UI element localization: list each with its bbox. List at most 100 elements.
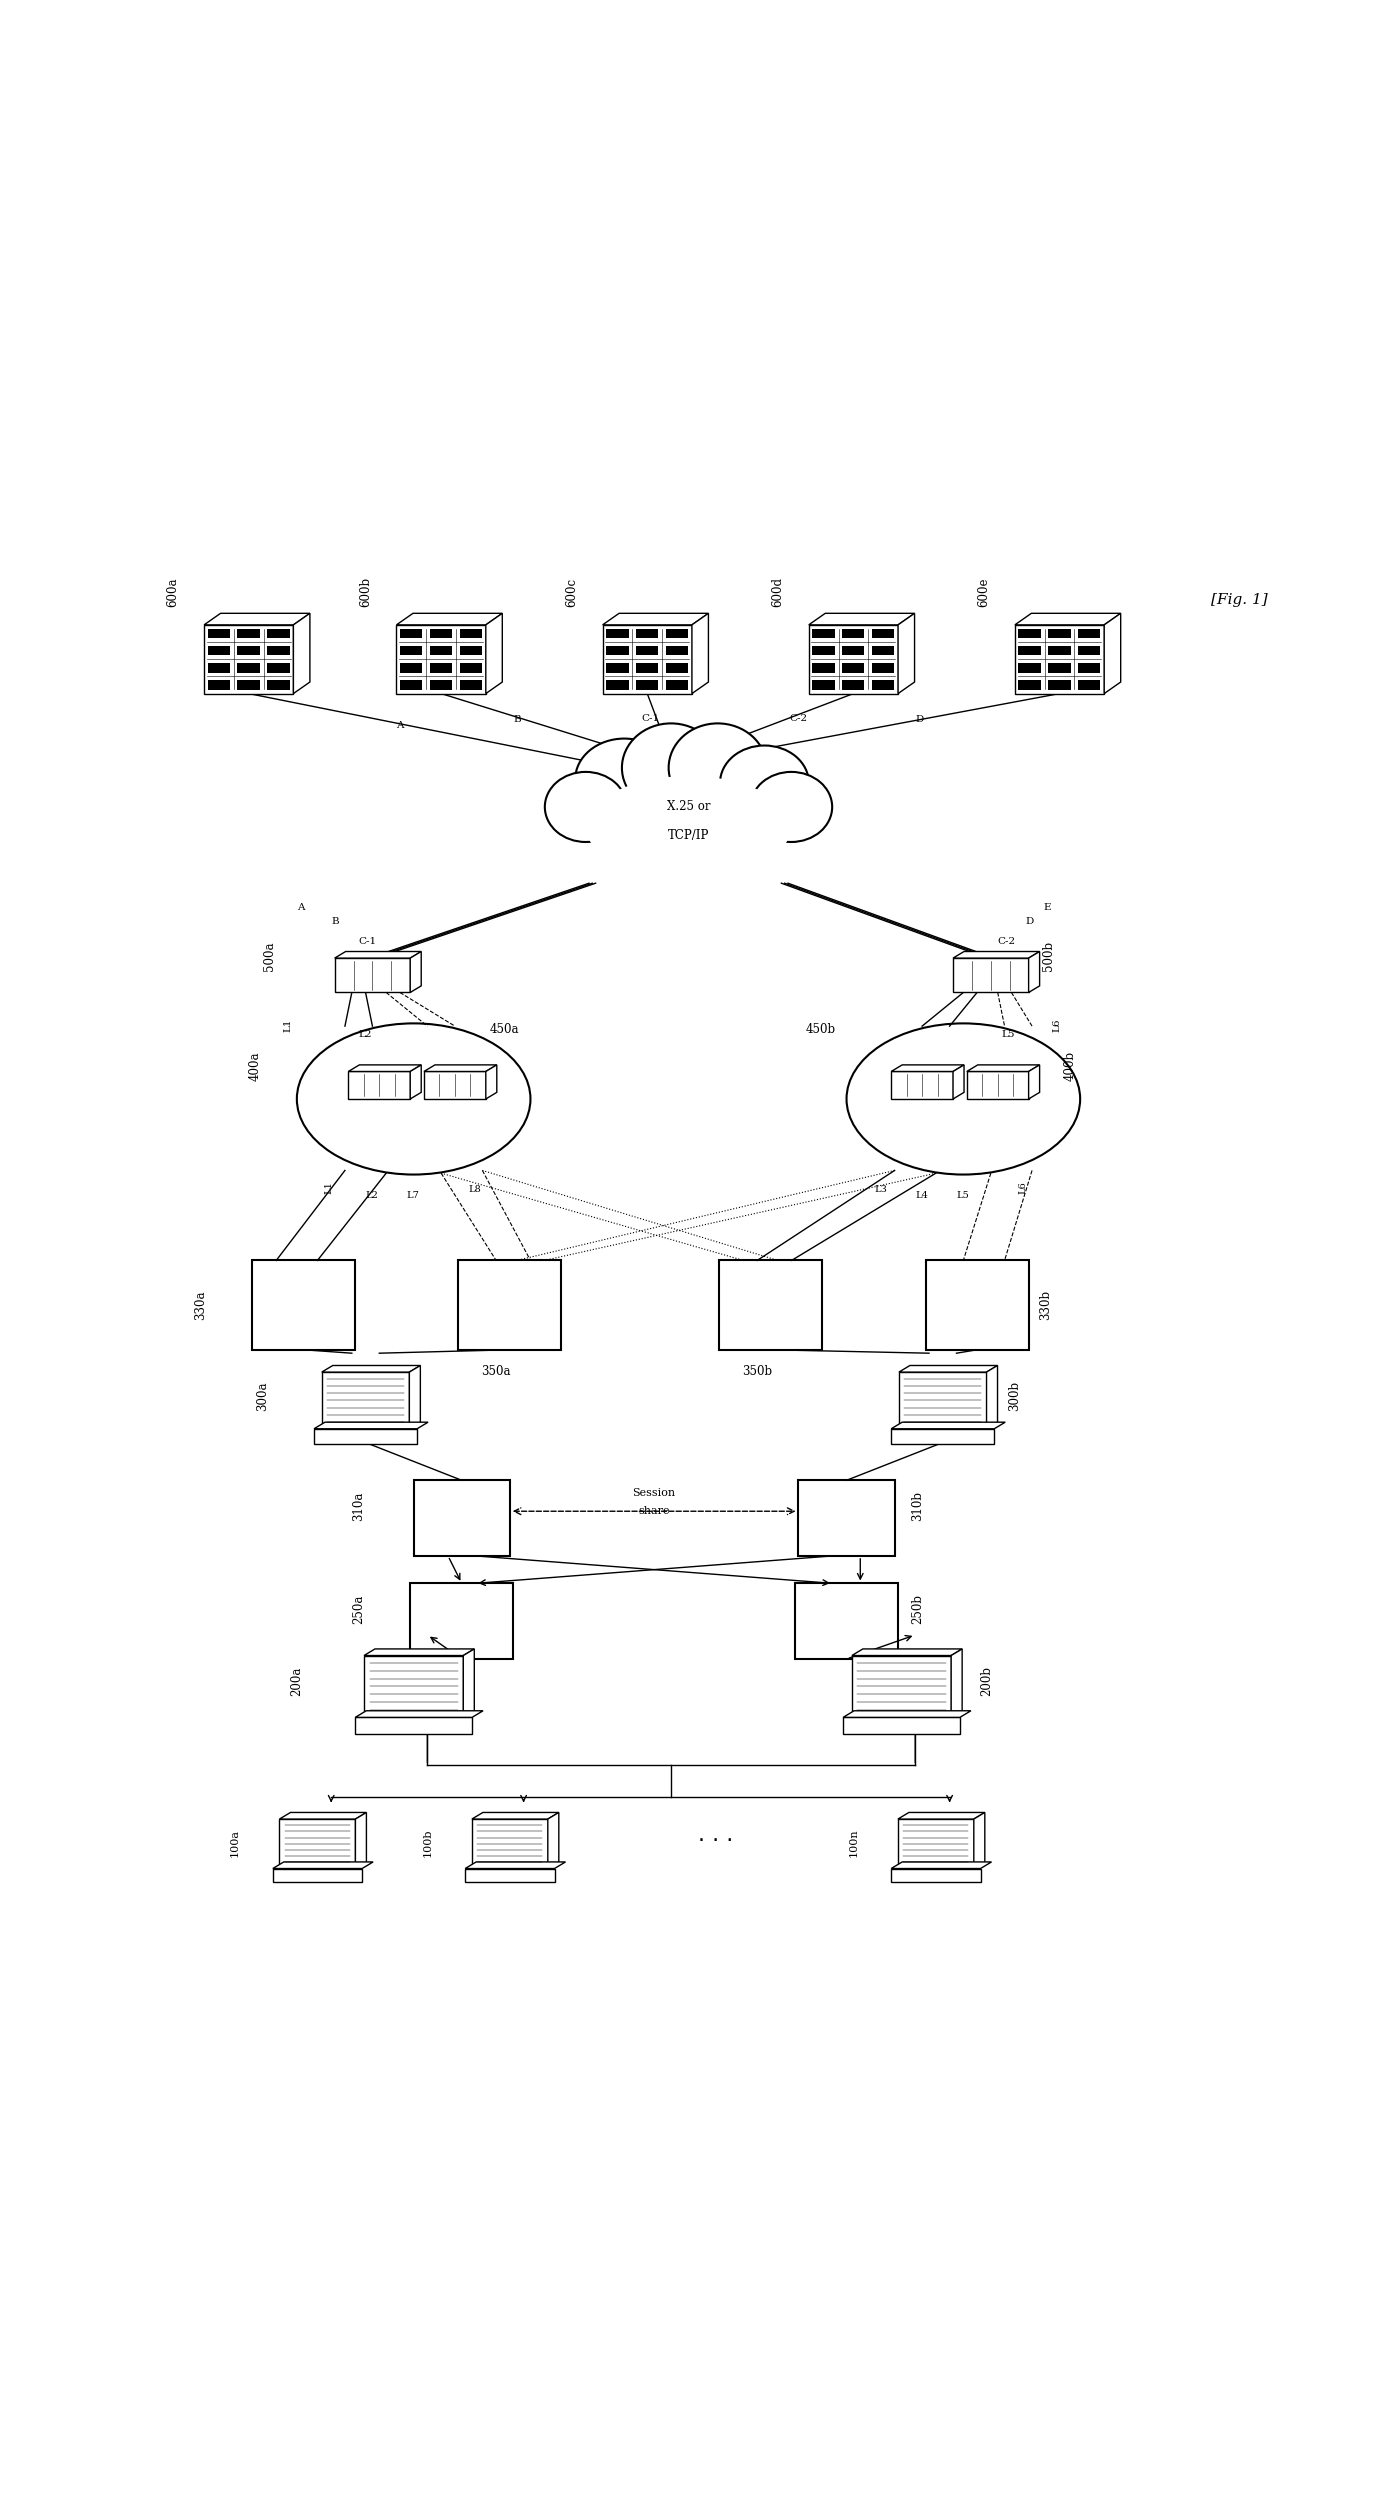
Polygon shape <box>843 1710 971 1717</box>
Polygon shape <box>953 1066 964 1099</box>
Polygon shape <box>463 1649 474 1717</box>
Text: 300a: 300a <box>256 1383 269 1410</box>
Polygon shape <box>364 1657 463 1717</box>
Polygon shape <box>603 613 708 626</box>
Polygon shape <box>1029 1066 1040 1099</box>
Ellipse shape <box>720 747 808 820</box>
Text: 350a: 350a <box>482 1365 511 1378</box>
Polygon shape <box>208 646 230 656</box>
Polygon shape <box>967 1071 1029 1099</box>
Polygon shape <box>691 613 708 694</box>
Polygon shape <box>899 1365 997 1373</box>
Polygon shape <box>606 646 628 656</box>
Bar <box>925 1260 1029 1350</box>
Polygon shape <box>967 1066 1040 1071</box>
Polygon shape <box>322 1373 409 1428</box>
Text: 300b: 300b <box>1008 1380 1020 1410</box>
Text: L5: L5 <box>1002 1031 1015 1038</box>
Polygon shape <box>812 681 834 689</box>
Polygon shape <box>1019 628 1041 639</box>
Polygon shape <box>348 1071 410 1099</box>
Text: L2: L2 <box>365 1192 379 1199</box>
Polygon shape <box>410 1066 421 1099</box>
Polygon shape <box>460 628 482 639</box>
Text: L1: L1 <box>284 1018 292 1033</box>
Polygon shape <box>843 646 865 656</box>
Polygon shape <box>606 681 628 689</box>
Text: E: E <box>1042 903 1051 913</box>
Text: 310a: 310a <box>353 1491 365 1521</box>
Polygon shape <box>472 1820 548 1868</box>
Polygon shape <box>348 1066 421 1071</box>
Text: D: D <box>1026 918 1033 925</box>
Polygon shape <box>465 1868 555 1880</box>
Text: L6: L6 <box>1019 1182 1027 1194</box>
Polygon shape <box>898 613 914 694</box>
Polygon shape <box>430 664 452 674</box>
Text: 350b: 350b <box>742 1365 772 1378</box>
Text: X.25 or: X.25 or <box>666 799 711 812</box>
Polygon shape <box>237 664 260 674</box>
Text: 100b: 100b <box>423 1828 432 1858</box>
Polygon shape <box>486 1066 497 1099</box>
Text: C-2: C-2 <box>998 938 1016 945</box>
Polygon shape <box>267 664 289 674</box>
Polygon shape <box>430 646 452 656</box>
Polygon shape <box>974 1813 985 1868</box>
Text: 450b: 450b <box>806 1023 836 1036</box>
Polygon shape <box>273 1863 373 1868</box>
Polygon shape <box>267 681 289 689</box>
Polygon shape <box>424 1071 486 1099</box>
Polygon shape <box>1048 664 1070 674</box>
Polygon shape <box>460 664 482 674</box>
Polygon shape <box>204 613 310 626</box>
Polygon shape <box>852 1649 963 1657</box>
Polygon shape <box>636 664 658 674</box>
Polygon shape <box>1104 613 1121 694</box>
Polygon shape <box>322 1365 420 1373</box>
Polygon shape <box>1048 681 1070 689</box>
Text: 330b: 330b <box>1040 1290 1052 1320</box>
Text: 600e: 600e <box>978 578 990 606</box>
Bar <box>795 1584 898 1659</box>
Text: [Fig. 1]: [Fig. 1] <box>1210 593 1267 608</box>
Polygon shape <box>401 628 423 639</box>
Bar <box>459 1260 562 1350</box>
Text: 600b: 600b <box>359 576 372 606</box>
Polygon shape <box>204 626 293 694</box>
Polygon shape <box>953 958 1029 993</box>
Polygon shape <box>898 1813 985 1820</box>
Ellipse shape <box>669 724 767 812</box>
Polygon shape <box>208 628 230 639</box>
Polygon shape <box>314 1428 417 1443</box>
Polygon shape <box>208 681 230 689</box>
Polygon shape <box>891 1423 1005 1428</box>
Polygon shape <box>1078 646 1100 656</box>
Polygon shape <box>872 681 894 689</box>
Polygon shape <box>208 664 230 674</box>
Polygon shape <box>603 626 691 694</box>
Text: B: B <box>514 716 521 724</box>
Text: L7: L7 <box>406 1192 420 1199</box>
Polygon shape <box>665 628 688 639</box>
Polygon shape <box>237 646 260 656</box>
Polygon shape <box>397 626 486 694</box>
Text: 200a: 200a <box>291 1667 303 1694</box>
Polygon shape <box>872 646 894 656</box>
Text: 400a: 400a <box>249 1051 262 1081</box>
Bar <box>413 1481 509 1556</box>
Polygon shape <box>548 1813 559 1868</box>
Polygon shape <box>397 613 503 626</box>
Text: A: A <box>395 722 403 729</box>
Text: share: share <box>639 1506 669 1516</box>
Polygon shape <box>891 1863 991 1868</box>
Bar <box>799 1481 895 1556</box>
Ellipse shape <box>587 777 790 880</box>
Polygon shape <box>808 613 914 626</box>
Polygon shape <box>355 1813 366 1868</box>
Text: 100a: 100a <box>230 1828 240 1858</box>
Polygon shape <box>891 1071 953 1099</box>
Polygon shape <box>665 681 688 689</box>
Polygon shape <box>280 1820 355 1868</box>
Polygon shape <box>314 1423 428 1428</box>
